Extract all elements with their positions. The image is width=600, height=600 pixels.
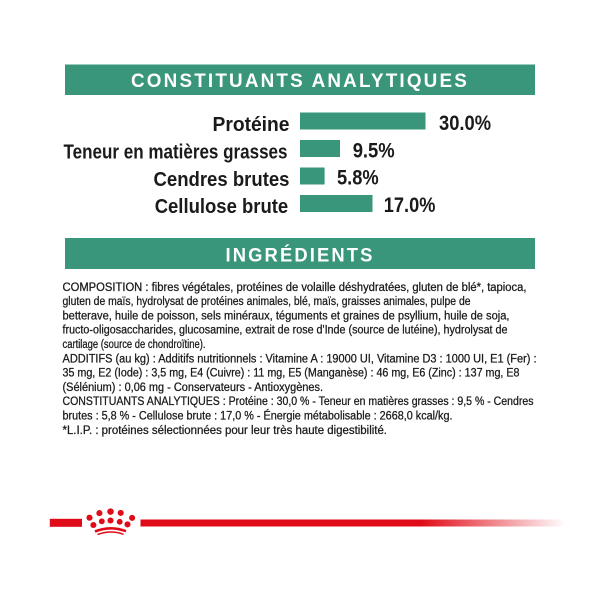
svg-text:30.0%: 30.0% <box>439 112 491 135</box>
svg-text:Protéine: Protéine <box>213 114 290 136</box>
svg-text:Teneur en matières grasses: Teneur en matières grasses <box>64 142 288 164</box>
svg-text:35 mg, E2 (Iode) : 3,5 mg, E4: 35 mg, E2 (Iode) : 3,5 mg, E4 (Cuivre) :… <box>63 366 520 380</box>
svg-text:Cellulose brute: Cellulose brute <box>155 196 289 218</box>
svg-text:INGRÉDIENTS: INGRÉDIENTS <box>226 244 375 266</box>
svg-text:ADDITIFS (au kg) : Additifs nu: ADDITIFS (au kg) : Additifs nutritionnel… <box>63 351 537 365</box>
svg-text:brutes : 5,8 % - Cellulose bru: brutes : 5,8 % - Cellulose brute : 17,0 … <box>63 408 453 423</box>
svg-text:betterave, huile de poisson, s: betterave, huile de poisson, sels minéra… <box>63 308 510 322</box>
svg-text:5.8%: 5.8% <box>337 167 379 190</box>
svg-text:COMPOSITION : fibres végétales: COMPOSITION : fibres végétales, protéine… <box>63 280 527 294</box>
svg-text:CONSTITUANTS ANALYTIQUES : Pro: CONSTITUANTS ANALYTIQUES : Protéine : 30… <box>63 394 534 408</box>
svg-text:cartilage (source de chondroït: cartilage (source de chondroïtine). <box>63 337 206 351</box>
svg-text:9.5%: 9.5% <box>353 139 395 162</box>
svg-text:Cendres brutes: Cendres brutes <box>154 169 290 191</box>
svg-text:gluten de maïs, hydrolysat de: gluten de maïs, hydrolysat de protéines … <box>63 294 471 308</box>
svg-text:(Sélénium) : 0,06 mg - Conserv: (Sélénium) : 0,06 mg - Conservateurs - A… <box>63 380 324 394</box>
svg-text:fructo-oligosaccharides, gluco: fructo-oligosaccharides, glucosamine, ex… <box>63 323 508 337</box>
svg-text:*L.I.P. : protéines sélectionn: *L.I.P. : protéines sélectionnées pour l… <box>63 423 388 437</box>
svg-text:CONSTITUANTS ANALYTIQUES: CONSTITUANTS ANALYTIQUES <box>131 71 469 92</box>
svg-text:17.0%: 17.0% <box>384 194 436 217</box>
